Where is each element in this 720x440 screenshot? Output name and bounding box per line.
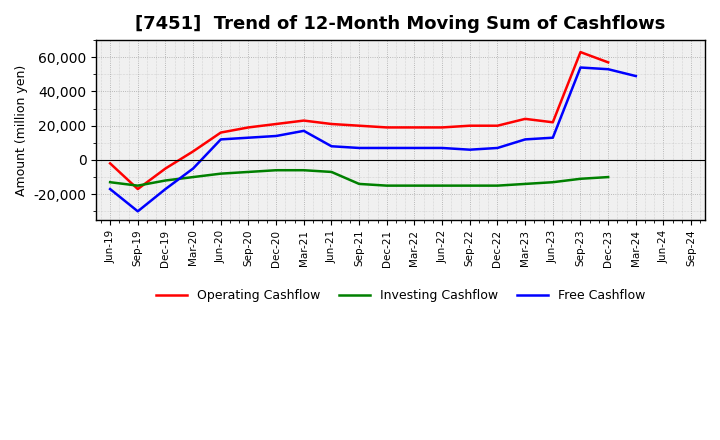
Investing Cashflow — [327, 169, 336, 175]
Free Cashflow — [217, 137, 225, 142]
Operating Cashflow — [106, 161, 114, 166]
Legend: Operating Cashflow, Investing Cashflow, Free Cashflow: Operating Cashflow, Investing Cashflow, … — [150, 284, 651, 307]
Free Cashflow — [604, 66, 613, 72]
Free Cashflow — [549, 135, 557, 140]
Operating Cashflow — [438, 125, 446, 130]
Free Cashflow — [410, 145, 419, 150]
Operating Cashflow — [576, 49, 585, 55]
Line: Free Cashflow: Free Cashflow — [110, 67, 636, 211]
Investing Cashflow — [217, 171, 225, 176]
Investing Cashflow — [493, 183, 502, 188]
Operating Cashflow — [327, 121, 336, 127]
Operating Cashflow — [493, 123, 502, 128]
Title: [7451]  Trend of 12-Month Moving Sum of Cashflows: [7451] Trend of 12-Month Moving Sum of C… — [135, 15, 666, 33]
Free Cashflow — [106, 187, 114, 192]
Free Cashflow — [355, 145, 364, 150]
Free Cashflow — [133, 209, 142, 214]
Free Cashflow — [189, 166, 197, 171]
Free Cashflow — [438, 145, 446, 150]
Investing Cashflow — [466, 183, 474, 188]
Y-axis label: Amount (million yen): Amount (million yen) — [15, 64, 28, 196]
Free Cashflow — [161, 187, 170, 192]
Investing Cashflow — [300, 168, 308, 173]
Investing Cashflow — [410, 183, 419, 188]
Free Cashflow — [382, 145, 391, 150]
Investing Cashflow — [272, 168, 281, 173]
Free Cashflow — [631, 73, 640, 79]
Operating Cashflow — [244, 125, 253, 130]
Free Cashflow — [521, 137, 529, 142]
Free Cashflow — [327, 143, 336, 149]
Operating Cashflow — [189, 149, 197, 154]
Line: Operating Cashflow: Operating Cashflow — [110, 52, 608, 189]
Operating Cashflow — [355, 123, 364, 128]
Line: Investing Cashflow: Investing Cashflow — [110, 170, 608, 186]
Investing Cashflow — [549, 180, 557, 185]
Free Cashflow — [272, 133, 281, 139]
Investing Cashflow — [604, 174, 613, 180]
Investing Cashflow — [133, 183, 142, 188]
Investing Cashflow — [106, 180, 114, 185]
Operating Cashflow — [217, 130, 225, 135]
Investing Cashflow — [521, 181, 529, 187]
Operating Cashflow — [549, 120, 557, 125]
Operating Cashflow — [272, 121, 281, 127]
Free Cashflow — [466, 147, 474, 152]
Investing Cashflow — [189, 174, 197, 180]
Operating Cashflow — [466, 123, 474, 128]
Investing Cashflow — [355, 181, 364, 187]
Operating Cashflow — [521, 116, 529, 121]
Free Cashflow — [576, 65, 585, 70]
Investing Cashflow — [161, 178, 170, 183]
Operating Cashflow — [410, 125, 419, 130]
Investing Cashflow — [438, 183, 446, 188]
Free Cashflow — [493, 145, 502, 150]
Operating Cashflow — [161, 166, 170, 171]
Operating Cashflow — [133, 187, 142, 192]
Free Cashflow — [244, 135, 253, 140]
Investing Cashflow — [382, 183, 391, 188]
Operating Cashflow — [604, 60, 613, 65]
Operating Cashflow — [382, 125, 391, 130]
Free Cashflow — [300, 128, 308, 133]
Investing Cashflow — [576, 176, 585, 181]
Operating Cashflow — [300, 118, 308, 123]
Investing Cashflow — [244, 169, 253, 175]
